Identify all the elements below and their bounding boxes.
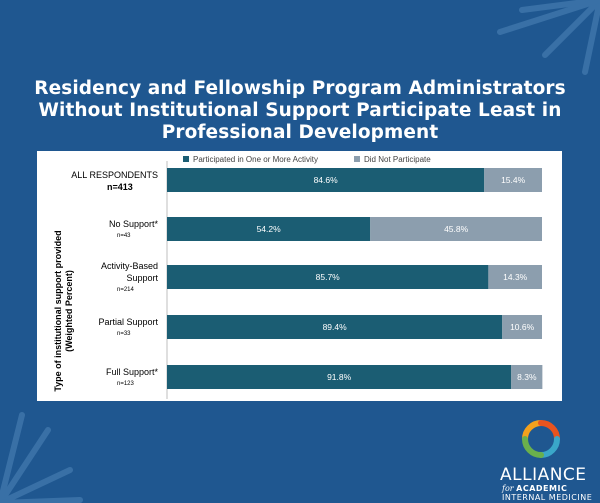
category-label-2-1: No Support* xyxy=(109,219,159,229)
bar-2-3 xyxy=(488,265,542,289)
logo-subtitle-1: for ACADEMIC xyxy=(502,484,567,493)
legend-swatch-1 xyxy=(183,156,189,162)
data-label-2-3: 14.3% xyxy=(503,272,528,282)
chart-panel: Participated in One or More Activity Did … xyxy=(37,151,562,401)
logo-academic: ACADEMIC xyxy=(516,484,568,493)
title-line-1: Residency and Fellowship Program Adminis… xyxy=(34,78,566,99)
stacked-bar-chart: Participated in One or More Activity Did … xyxy=(53,155,543,399)
legend-swatch-2 xyxy=(354,156,360,162)
alliance-logo-icon xyxy=(522,420,560,458)
category-label-1-1: ALL RESPONDENTS xyxy=(71,170,158,180)
category-n-4: n=33 xyxy=(117,331,131,337)
legend-label-1: Participated in One or More Activity xyxy=(193,155,318,164)
category-n-3: n=214 xyxy=(117,287,135,293)
bar-1-3 xyxy=(167,265,489,289)
data-label-1-3: 85.7% xyxy=(316,272,341,282)
y-axis-title-line-1: Type of institutional support provided xyxy=(53,230,63,391)
category-n-2: n=43 xyxy=(117,233,131,239)
data-label-2-2: 45.8% xyxy=(444,224,469,234)
bar-2-5 xyxy=(511,365,543,389)
bar-1-4 xyxy=(167,315,503,339)
data-label-1-2: 54.2% xyxy=(257,224,282,234)
page-title: Residency and Fellowship Program Adminis… xyxy=(20,78,580,144)
data-label-1-1: 84.6% xyxy=(314,175,339,185)
category-label-3-2: Support xyxy=(126,273,158,283)
title-line-3: Professional Development xyxy=(161,122,439,143)
data-label-2-5: 8.3% xyxy=(517,372,537,382)
bar-1-1 xyxy=(167,168,485,192)
data-label-1-5: 91.8% xyxy=(327,372,352,382)
bar-2-2 xyxy=(370,217,542,241)
data-label-2-4: 10.6% xyxy=(510,322,535,332)
category-label-3-1: Activity-Based xyxy=(101,261,158,271)
category-n-1: n=413 xyxy=(107,182,133,192)
logo-for: for xyxy=(502,484,514,493)
y-axis-title-line-2: (Weighted Percent) xyxy=(64,270,74,352)
category-label-5-1: Full Support* xyxy=(106,367,159,377)
bar-1-2 xyxy=(167,217,371,241)
logo-name: ALLIANCE xyxy=(500,465,587,485)
data-label-1-4: 89.4% xyxy=(323,322,348,332)
category-n-5: n=123 xyxy=(117,381,135,387)
logo-subtitle-2: INTERNAL MEDICINE xyxy=(502,493,593,502)
legend-label-2: Did Not Participate xyxy=(364,155,431,164)
bar-2-1 xyxy=(484,168,542,192)
data-label-2-1: 15.4% xyxy=(501,175,526,185)
category-label-4-1: Partial Support xyxy=(98,317,158,327)
bar-1-5 xyxy=(167,365,512,389)
title-line-2: Without Institutional Support Participat… xyxy=(38,100,562,121)
bar-2-4 xyxy=(502,315,542,339)
